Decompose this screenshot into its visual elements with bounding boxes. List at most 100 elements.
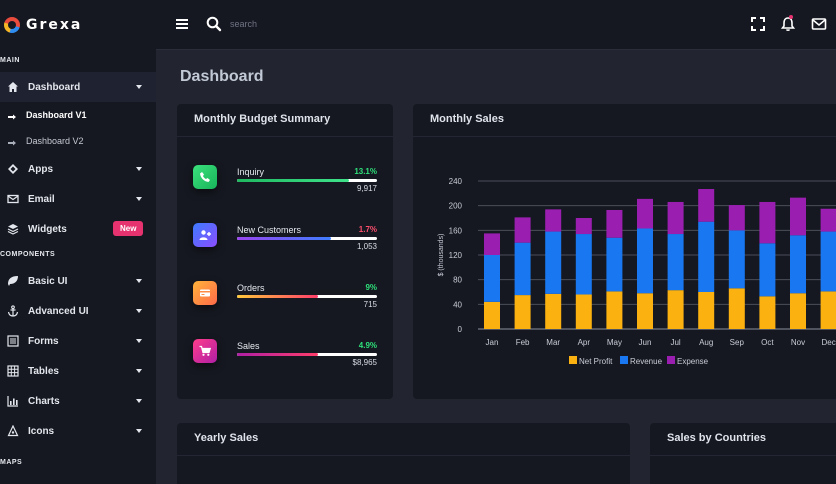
page-title: Dashboard: [180, 68, 264, 85]
section-label-maps: MAPS: [0, 459, 23, 466]
sidebar-item-basic-ui[interactable]: Basic UI: [0, 266, 156, 296]
sidebar-item-dashboard[interactable]: Dashboard: [0, 72, 156, 102]
bar-revenue: [698, 221, 715, 292]
sidebar-item-label: Advanced UI: [28, 305, 89, 317]
brand-name: Grexa: [26, 17, 83, 33]
y-tick-label: 40: [453, 300, 462, 309]
sidebar-item-widgets[interactable]: Widgets New: [0, 214, 156, 244]
sidebar-item-email[interactable]: Email: [0, 184, 156, 214]
progress-track: [237, 295, 377, 298]
notification-dot: [789, 15, 793, 19]
bar-expense: [698, 189, 715, 222]
budget-row-label: New Customers: [237, 225, 302, 235]
sidebar-subitem-dashboard-v1[interactable]: Dashboard V1: [0, 102, 156, 128]
search-input[interactable]: [230, 14, 430, 34]
bar-net-profit: [667, 290, 684, 329]
bar-revenue: [545, 231, 562, 294]
bar-revenue: [820, 231, 836, 292]
legend-label: Expense: [677, 357, 709, 366]
y-tick-label: 120: [449, 251, 463, 260]
x-tick-label: May: [607, 338, 622, 347]
fullscreen-icon[interactable]: [750, 16, 766, 32]
y-tick-label: 240: [449, 177, 463, 186]
new-badge: New: [113, 221, 144, 236]
sidebar-subitem-dashboard-v2[interactable]: Dashboard V2: [0, 128, 156, 154]
sidebar-item-label: Tables: [28, 365, 59, 377]
table-icon: [7, 365, 19, 377]
progress-fill: [237, 179, 349, 182]
chevron-down-icon: [136, 167, 142, 171]
chevron-down-icon: [136, 369, 142, 373]
budget-row-percent: 13.1%: [354, 167, 377, 176]
chart-icon: [7, 395, 19, 407]
sidebar-item-label: Basic UI: [28, 275, 68, 287]
x-tick-label: Mar: [546, 338, 560, 347]
progress-fill: [237, 237, 331, 240]
countries-card: Sales by Countries: [650, 423, 836, 484]
icons-icon: [7, 425, 19, 437]
sidebar-item-apps[interactable]: Apps: [0, 154, 156, 184]
leaf-icon: [7, 275, 19, 287]
section-label-main: MAIN: [0, 57, 20, 64]
hand-point-icon: [8, 138, 16, 146]
bar-revenue: [575, 234, 592, 295]
brand-logo-icon: [4, 17, 20, 33]
bar-expense: [514, 217, 531, 243]
bar-net-profit: [606, 291, 623, 329]
sidebar-item-forms[interactable]: Forms: [0, 326, 156, 356]
bar-expense: [790, 197, 806, 236]
bar-revenue: [606, 237, 623, 292]
bar-net-profit: [820, 291, 836, 329]
search-icon[interactable]: [206, 16, 222, 32]
topbar: [156, 0, 836, 50]
bell-icon: [780, 17, 796, 31]
y-axis-label: $ (thousands): [438, 234, 445, 277]
yearly-sales-card-title: Yearly Sales: [177, 423, 630, 456]
y-tick-label: 160: [449, 226, 463, 235]
sidebar-item-label: Forms: [28, 335, 59, 347]
sales-card-title: Monthly Sales: [413, 104, 836, 137]
x-tick-label: Jun: [639, 338, 652, 347]
x-tick-label: Oct: [761, 338, 774, 347]
notifications-button[interactable]: [780, 15, 796, 32]
cart-icon: [193, 339, 217, 363]
bar-expense: [759, 201, 776, 244]
chevron-down-icon: [136, 279, 142, 283]
sidebar-item-label: Dashboard: [28, 81, 81, 93]
bar-expense: [637, 198, 653, 229]
bar-net-profit: [484, 301, 500, 329]
sidebar-item-charts[interactable]: Charts: [0, 386, 156, 416]
brand[interactable]: Grexa: [0, 0, 156, 50]
sidebar-item-tables[interactable]: Tables: [0, 356, 156, 386]
chevron-down-icon: [136, 197, 142, 201]
mail-icon: [7, 193, 19, 205]
sidebar-item-advanced-ui[interactable]: Advanced UI: [0, 296, 156, 326]
progress-fill: [237, 353, 319, 356]
mail-icon[interactable]: [811, 16, 827, 32]
menu-toggle-icon[interactable]: [176, 19, 188, 29]
budget-row-value: 715: [363, 300, 377, 309]
progress-track: [237, 179, 377, 182]
progress-fill: [237, 295, 319, 298]
add-user-icon: [193, 223, 217, 247]
x-tick-label: Dec: [821, 338, 835, 347]
bar-expense: [545, 209, 562, 232]
anchor-icon: [7, 305, 19, 317]
bar-net-profit: [514, 295, 531, 329]
bar-net-profit: [728, 288, 745, 329]
sidebar-item-label: Charts: [28, 395, 60, 407]
sidebar-item-label: Apps: [28, 163, 53, 175]
x-tick-label: Aug: [699, 338, 713, 347]
budget-row-percent: 9%: [365, 283, 377, 292]
sidebar-item-icons[interactable]: Icons: [0, 416, 156, 446]
bar-net-profit: [759, 296, 776, 329]
x-tick-label: Feb: [516, 338, 530, 347]
phone-icon: [193, 165, 217, 189]
budget-row-value: 9,917: [356, 184, 377, 193]
budget-row-value: 1,053: [356, 242, 377, 251]
bar-net-profit: [698, 292, 715, 329]
budget-row-label: Inquiry: [237, 167, 265, 177]
bar-revenue: [514, 242, 531, 296]
countries-card-title: Sales by Countries: [650, 423, 836, 456]
bar-expense: [606, 209, 623, 238]
